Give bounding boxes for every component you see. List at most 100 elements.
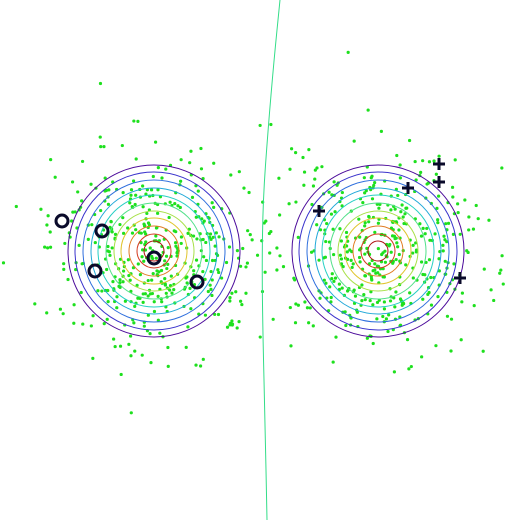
sample-point-right [255, 253, 260, 257]
sample-point-right [363, 274, 367, 278]
sample-point-right [330, 272, 334, 276]
sample-point-left [45, 311, 49, 315]
sample-point-right [357, 217, 361, 221]
sample-point-right [443, 259, 447, 263]
contour-right-7 [344, 217, 412, 285]
sample-point-left [134, 193, 138, 197]
sample-point-left [184, 276, 188, 280]
sample-point-right [476, 217, 480, 221]
sample-point-right [293, 321, 298, 325]
sample-point-left [102, 322, 106, 326]
highlighted-samples [54, 158, 466, 290]
sample-point-right [432, 159, 436, 163]
sample-point-right [278, 213, 282, 217]
highlight-plus-right [433, 158, 445, 170]
sample-point-right [339, 257, 344, 261]
sample-point-right [421, 297, 425, 301]
sample-point-left [203, 277, 207, 281]
sample-point-right [340, 204, 344, 208]
sample-point-left [151, 272, 155, 276]
sample-point-left [129, 188, 134, 192]
sample-point-right [258, 123, 262, 128]
sample-point-left [164, 167, 168, 171]
sample-point-left [89, 324, 93, 328]
sample-point-right [414, 250, 418, 254]
sample-point-right [328, 285, 332, 289]
sample-point-right [425, 226, 429, 231]
sample-point-left [91, 356, 95, 360]
contour-right-6 [337, 210, 419, 292]
contour-left-5 [105, 202, 203, 300]
sample-point-left [210, 258, 215, 263]
sample-point-left [178, 205, 182, 210]
sample-point-left [14, 204, 18, 209]
sample-point-right [370, 197, 375, 201]
sample-point-left [150, 254, 154, 259]
sample-point-left [204, 240, 208, 245]
sample-point-right [449, 349, 453, 353]
sample-point-left [156, 166, 160, 170]
sample-point-right [451, 195, 455, 199]
sample-point-right [263, 270, 267, 274]
sample-point-left [62, 262, 66, 266]
sample-point-right [411, 251, 415, 255]
sample-point-right [293, 278, 297, 282]
sample-point-left [211, 235, 215, 239]
sample-point-left [166, 246, 170, 250]
sample-point-right [405, 338, 410, 342]
sample-point-right [396, 245, 400, 249]
sample-point-right [331, 360, 335, 364]
contour-right-9 [360, 233, 396, 269]
sample-point-left [140, 255, 144, 259]
sample-point-left [108, 253, 112, 257]
sample-point-right [327, 190, 331, 194]
sample-point-right [419, 234, 424, 238]
sample-point-left [179, 241, 183, 246]
sample-point-right [408, 291, 412, 295]
sample-point-right [388, 299, 393, 303]
sample-point-right [360, 283, 364, 287]
sample-point-left [186, 231, 190, 235]
sample-point-right [411, 276, 415, 280]
sample-point-left [105, 317, 109, 321]
sample-point-right [436, 218, 440, 222]
sample-point-right [351, 262, 355, 266]
sample-point-left [126, 226, 130, 230]
sample-point-right [467, 215, 471, 219]
sample-point-left [129, 193, 133, 197]
sample-point-right [400, 203, 404, 207]
sample-point-right [302, 170, 307, 174]
sample-point-right [363, 224, 367, 228]
sample-point-right [318, 296, 322, 300]
sample-point-left [1, 261, 6, 265]
sample-point-left [156, 294, 160, 299]
sample-point-left [110, 230, 114, 234]
sample-point-right [281, 265, 286, 269]
sample-point-left [173, 241, 178, 245]
sample-point-right [460, 291, 464, 295]
sample-point-left [194, 215, 198, 219]
sample-point-right [367, 220, 371, 224]
sample-point-left [53, 175, 57, 179]
sample-point-right [492, 298, 496, 303]
sample-point-right [341, 265, 345, 269]
sample-point-right [369, 276, 374, 281]
sample-point-right [378, 202, 382, 206]
sample-point-left [74, 267, 78, 272]
sample-point-right [353, 294, 358, 298]
sample-point-left [152, 309, 157, 314]
sample-point-right [427, 258, 432, 262]
sample-point-left [235, 326, 239, 330]
sample-point-left [113, 344, 117, 349]
sample-point-right [332, 279, 336, 283]
sample-point-right [277, 176, 281, 180]
sample-point-right [324, 281, 328, 285]
sample-point-left [46, 246, 50, 250]
sample-point-left [127, 342, 131, 346]
sample-point-right [365, 336, 369, 340]
sample-point-right [446, 221, 451, 225]
sample-point-left [179, 158, 183, 162]
contour-left-0 [67, 164, 241, 338]
sample-point-right [294, 302, 298, 306]
sample-point-right [332, 180, 336, 184]
